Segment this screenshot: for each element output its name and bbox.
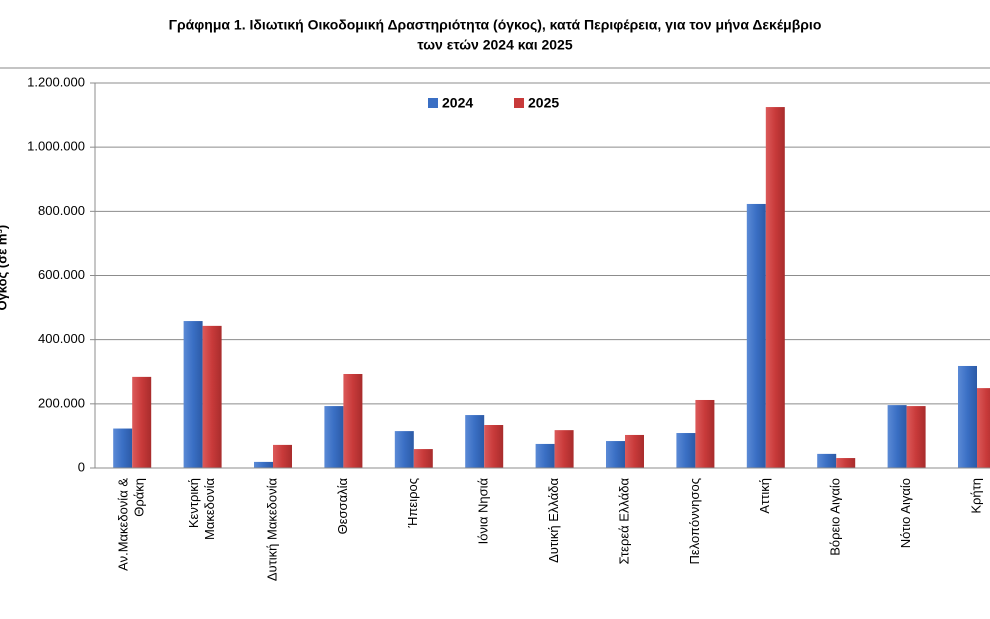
x-tick-label: Στερεά Ελλάδα [616, 478, 631, 565]
x-tick-label: Βόρειο Αιγαίο [828, 478, 843, 556]
x-tick-line: Δυτική Ελλάδα [546, 478, 561, 563]
x-tick-label: Αττική [757, 478, 772, 514]
x-tick-line: Κεντρική [186, 478, 201, 528]
bar [836, 458, 856, 468]
x-tick-line: Αν.Μακεδονία & [116, 478, 131, 571]
x-tick-line: Πελοπόννησος [687, 478, 702, 564]
x-tick-line: Θεσσαλία [335, 478, 350, 535]
x-tick-label: Κρήτη [968, 478, 983, 514]
x-tick-line: Αττική [757, 478, 772, 514]
x-tick-label: Νότιο Αιγαίο [898, 478, 913, 548]
legend-swatch [428, 98, 438, 108]
bar [113, 428, 133, 468]
x-tick-label: Πελοπόννησος [687, 478, 702, 564]
x-tick-label: Ιόνια Νησιά [476, 478, 491, 545]
bar [958, 365, 977, 468]
bar [906, 406, 926, 468]
x-tick-line: Θράκη [132, 478, 147, 517]
bar [132, 376, 152, 468]
legend-label: 2024 [442, 95, 473, 111]
bar [817, 453, 837, 468]
y-tick-label: 600.000 [38, 267, 85, 282]
x-tick-line: Ιόνια Νησιά [476, 478, 491, 545]
legend-swatch [514, 98, 524, 108]
bar [343, 373, 363, 468]
x-tick-line: Ήπειρος [405, 478, 420, 528]
y-tick-label: 1.000.000 [27, 139, 85, 154]
chart-title: των ετών 2024 και 2025 [417, 37, 572, 53]
bar [676, 433, 696, 468]
bar [273, 444, 292, 468]
bar [394, 431, 414, 468]
x-tick-line: Κρήτη [968, 478, 983, 514]
x-tick-label: Θεσσαλία [335, 478, 350, 535]
y-tick-label: 400.000 [38, 331, 85, 346]
bar [183, 321, 203, 468]
x-tick-line: Νότιο Αιγαίο [898, 478, 913, 548]
x-tick-label: Δυτική Ελλάδα [546, 478, 561, 563]
bar [202, 325, 222, 468]
x-tick-label: Αν.Μακεδονία & Θράκη [116, 478, 147, 571]
bar [465, 415, 485, 468]
x-tick-label: Ήπειρος [405, 478, 420, 528]
bar [324, 406, 344, 468]
y-tick-label: 200.000 [38, 395, 85, 410]
bar [977, 388, 990, 468]
x-tick-line: Βόρειο Αιγαίο [828, 478, 843, 556]
y-tick-label: 0 [78, 459, 85, 474]
bar [484, 425, 504, 468]
chart-title: Γράφημα 1. Ιδιωτική Οικοδομική Δραστηριό… [169, 17, 822, 33]
legend-label: 2025 [528, 95, 559, 111]
bar [254, 461, 273, 468]
x-tick-label: Δυτική Μακεδονία [264, 478, 279, 582]
x-tick-line: Δυτική Μακεδονία [264, 478, 279, 582]
bar [413, 449, 433, 468]
x-tick-label: Κεντρική Μακεδονία [186, 478, 217, 540]
bar [554, 430, 574, 468]
x-tick-line: Μακεδονία [202, 478, 217, 540]
bar [535, 443, 555, 468]
bar [765, 107, 785, 468]
y-tick-label: 800.000 [38, 203, 85, 218]
y-tick-label: 1.200.000 [27, 74, 85, 89]
bar [606, 441, 625, 468]
bar [625, 434, 644, 468]
bar [695, 399, 715, 468]
bar [887, 405, 907, 468]
bar [746, 203, 766, 468]
y-axis-label: Όγκος (σε m³) [0, 225, 9, 312]
x-tick-line: Στερεά Ελλάδα [616, 478, 631, 565]
